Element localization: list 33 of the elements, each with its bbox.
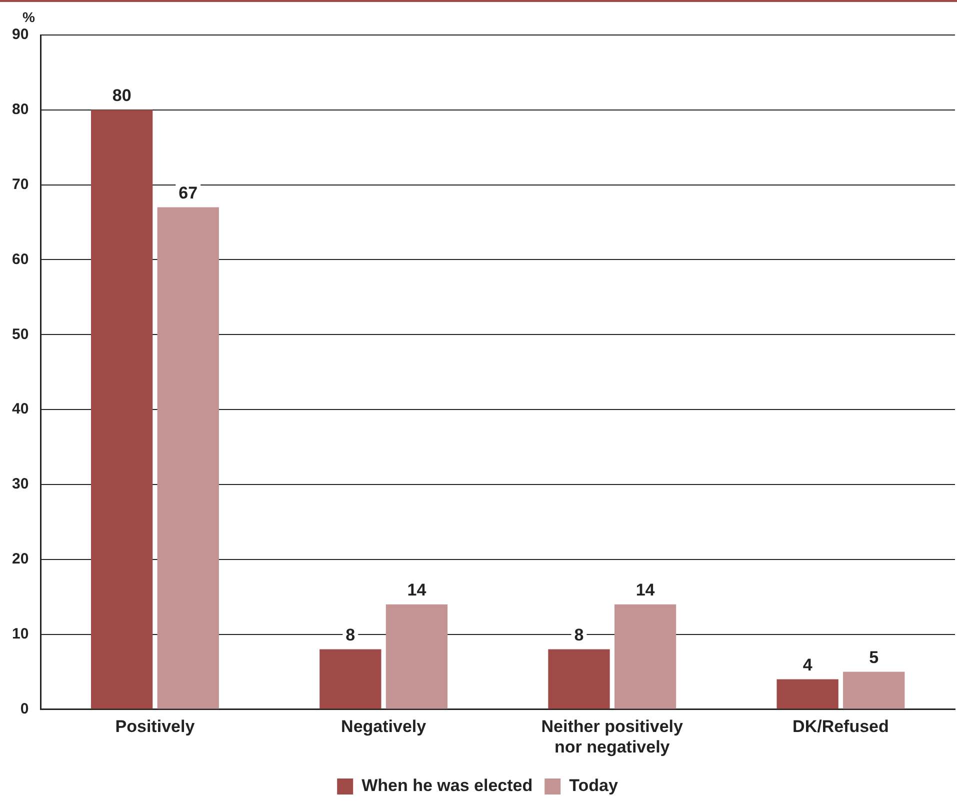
y-tick-label: 40 [12, 400, 29, 418]
y-tick-label: 30 [12, 476, 29, 493]
y-tick-label: 90 [12, 26, 29, 44]
bar [157, 207, 219, 709]
data-label: 14 [636, 580, 656, 600]
data-label: 8 [574, 625, 584, 644]
y-tick-label: 50 [12, 326, 29, 343]
x-tick-label: Positively [115, 717, 196, 736]
x-tick-label: Neither positively nor negatively [541, 717, 684, 756]
y-tick-label: 20 [12, 550, 29, 568]
y-tick-label: 0 [20, 700, 29, 718]
y-tick-label: 60 [12, 250, 29, 268]
y-tick-label: 10 [12, 625, 29, 642]
y-tick-label: 70 [12, 176, 29, 193]
data-label: 4 [802, 655, 813, 674]
data-label: 80 [112, 86, 132, 106]
bar [91, 110, 153, 709]
y-axis-title: % [22, 8, 36, 25]
data-label: 5 [869, 648, 879, 667]
data-label: 14 [407, 580, 427, 600]
legend-label: When he was elected [362, 776, 533, 796]
y-tick-label: 80 [12, 101, 29, 118]
bar [776, 679, 838, 709]
data-label: 8 [346, 625, 356, 644]
bar [843, 672, 905, 709]
legend-label: Today [569, 776, 618, 796]
bar [548, 649, 610, 709]
bar [386, 604, 448, 709]
bar [320, 649, 382, 709]
x-tick-label: Negatively [341, 717, 427, 736]
bar [614, 604, 676, 709]
x-tick-label: DK/Refused [792, 717, 889, 736]
data-label: 67 [178, 183, 198, 202]
